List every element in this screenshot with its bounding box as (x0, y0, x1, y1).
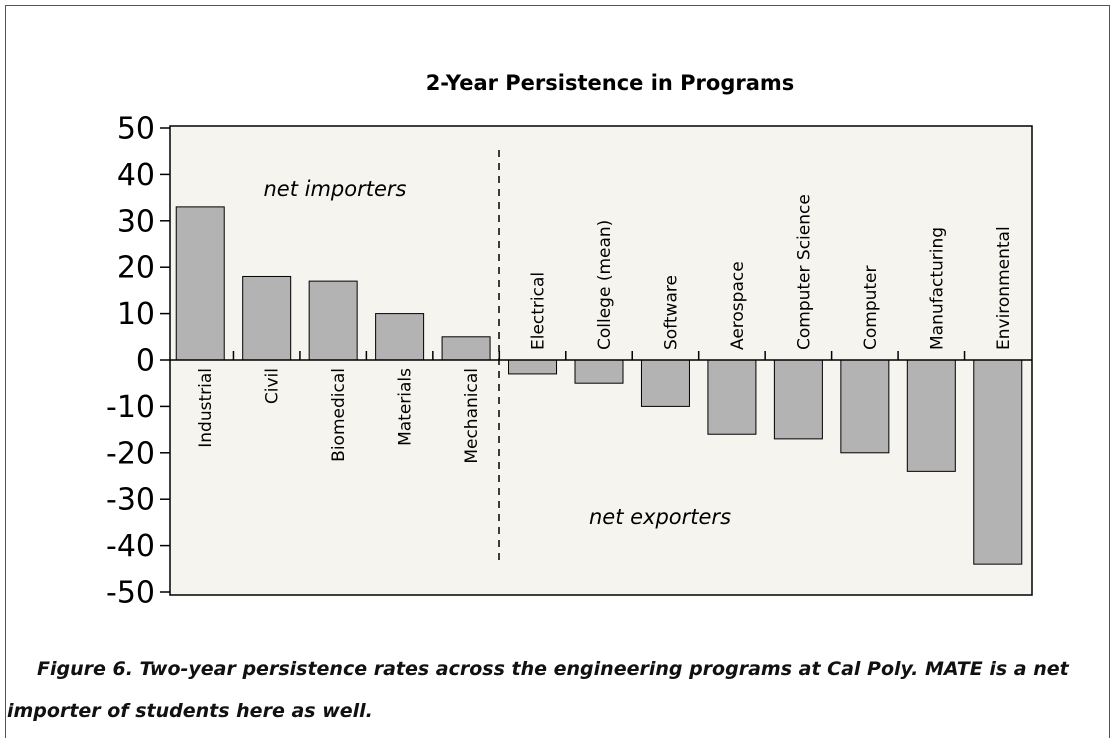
y-tick-label: 20 (117, 251, 155, 286)
annotation: net exporters (589, 505, 731, 529)
x-tick-label: Environmental (994, 226, 1014, 350)
chart-title: 2-Year Persistence in Programs (426, 71, 795, 95)
x-tick-label: College (mean) (595, 220, 615, 350)
x-tick-label: Mechanical (462, 368, 482, 464)
annotation: net importers (264, 177, 407, 201)
y-tick-label: -50 (106, 576, 155, 611)
y-tick-label: 10 (117, 297, 155, 332)
bar (441, 336, 491, 361)
y-tick-label: -40 (106, 529, 155, 564)
x-tick-label: Manufacturing (927, 227, 947, 350)
bar (175, 206, 225, 361)
bar (707, 359, 757, 435)
x-tick-label: Aerospace (728, 261, 748, 350)
bar (973, 359, 1023, 565)
bar (773, 359, 823, 440)
bar (640, 359, 690, 407)
x-tick-label: Materials (396, 368, 416, 446)
x-tick-label: Computer (861, 265, 881, 350)
bar (574, 359, 624, 384)
bar (840, 359, 890, 454)
x-tick-label: Electrical (529, 272, 549, 350)
y-tick-label: 40 (117, 158, 155, 193)
bar (375, 313, 425, 361)
y-tick-label: 0 (136, 344, 155, 379)
bar (308, 280, 358, 361)
caption: Figure 6. Two-year persistence rates acr… (7, 658, 1069, 722)
x-tick-label: Biomedical (329, 368, 349, 462)
y-tick-label: -30 (106, 483, 155, 518)
x-tick-label: Civil (263, 368, 283, 404)
bar (906, 359, 956, 472)
y-tick-label: 30 (117, 204, 155, 239)
y-tick-label: -10 (106, 390, 155, 425)
y-tick-label: -20 (106, 436, 155, 471)
bar (508, 359, 558, 375)
y-tick-label: 50 (117, 112, 155, 147)
x-tick-label: Industrial (196, 368, 216, 448)
bar (242, 275, 292, 361)
x-tick-label: Computer Science (794, 194, 814, 350)
figure-frame (5, 5, 1110, 738)
x-tick-label: Software (661, 275, 681, 350)
chart: 2-Year Persistence in Programs net impor… (106, 71, 1033, 611)
